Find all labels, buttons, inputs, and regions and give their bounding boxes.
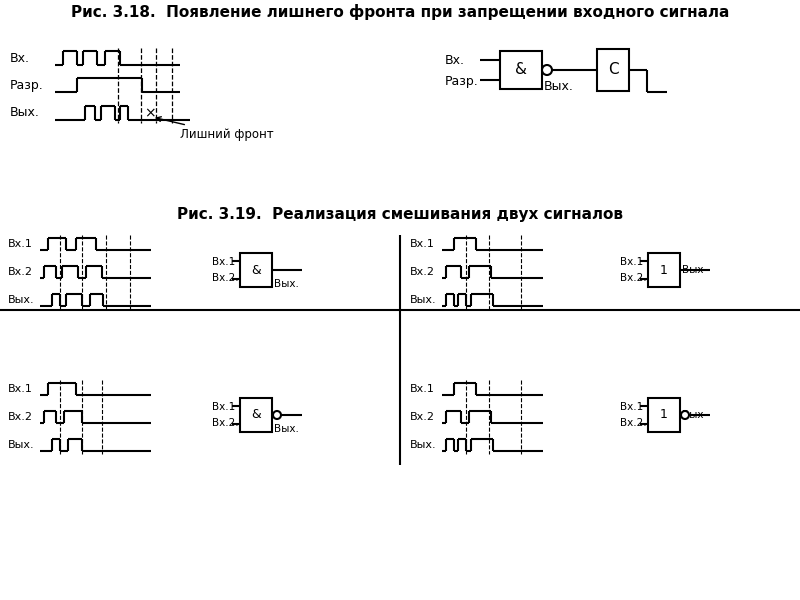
- Text: Вх.1: Вх.1: [410, 384, 435, 394]
- Text: Вх.2.: Вх.2.: [212, 273, 238, 283]
- Text: C: C: [608, 62, 618, 77]
- Text: Вх.: Вх.: [445, 55, 465, 67]
- Text: Вх.1: Вх.1: [620, 402, 643, 412]
- Text: &: &: [251, 263, 261, 277]
- Text: Рис. 3.19.  Реализация смешивания двух сигналов: Рис. 3.19. Реализация смешивания двух си…: [177, 208, 623, 223]
- Text: Вых: Вых: [682, 265, 703, 275]
- Text: Вых: Вых: [682, 410, 703, 420]
- Text: Вх.1: Вх.1: [8, 239, 33, 249]
- Text: ×: ×: [144, 106, 156, 120]
- Text: Вх.2.: Вх.2.: [620, 273, 646, 283]
- Text: Вх.2.: Вх.2.: [212, 418, 238, 428]
- Text: Вых.: Вых.: [544, 79, 574, 92]
- Text: Разр.: Разр.: [10, 79, 44, 91]
- Circle shape: [273, 411, 281, 419]
- Text: Вых.: Вых.: [8, 440, 34, 450]
- Bar: [648, 398, 680, 432]
- Bar: [648, 253, 680, 287]
- Bar: [240, 253, 272, 287]
- Text: Рис. 3.18.  Появление лишнего фронта при запрещении входного сигнала: Рис. 3.18. Появление лишнего фронта при …: [71, 4, 729, 20]
- Text: Лишний фронт: Лишний фронт: [156, 117, 274, 141]
- Circle shape: [681, 411, 689, 419]
- Text: 1: 1: [660, 263, 668, 277]
- Bar: [500, 51, 542, 89]
- Text: Вх.1: Вх.1: [212, 257, 235, 267]
- Text: 1: 1: [660, 409, 668, 421]
- Bar: [597, 49, 629, 91]
- Text: Вых.: Вых.: [274, 424, 299, 434]
- Text: Вх.1: Вх.1: [212, 402, 235, 412]
- Bar: [240, 398, 272, 432]
- Text: Разр.: Разр.: [445, 76, 478, 88]
- Text: Вых.: Вых.: [410, 295, 437, 305]
- Text: &: &: [251, 409, 261, 421]
- Text: Вх.2: Вх.2: [410, 412, 435, 422]
- Text: Вх.2: Вх.2: [410, 267, 435, 277]
- Text: Вх.1: Вх.1: [410, 239, 435, 249]
- Circle shape: [542, 65, 552, 75]
- Text: Вых.: Вых.: [8, 295, 34, 305]
- Text: Вых.: Вых.: [410, 440, 437, 450]
- Text: Вх.2: Вх.2: [8, 412, 33, 422]
- Text: Вх.2.: Вх.2.: [620, 418, 646, 428]
- Text: &: &: [515, 62, 527, 77]
- Text: Вх.1: Вх.1: [8, 384, 33, 394]
- Text: Вх.: Вх.: [10, 52, 30, 64]
- Text: Вх.1: Вх.1: [620, 257, 643, 267]
- Text: Вых.: Вых.: [274, 279, 299, 289]
- Text: Вых.: Вых.: [10, 107, 40, 119]
- Text: Вх.2: Вх.2: [8, 267, 33, 277]
